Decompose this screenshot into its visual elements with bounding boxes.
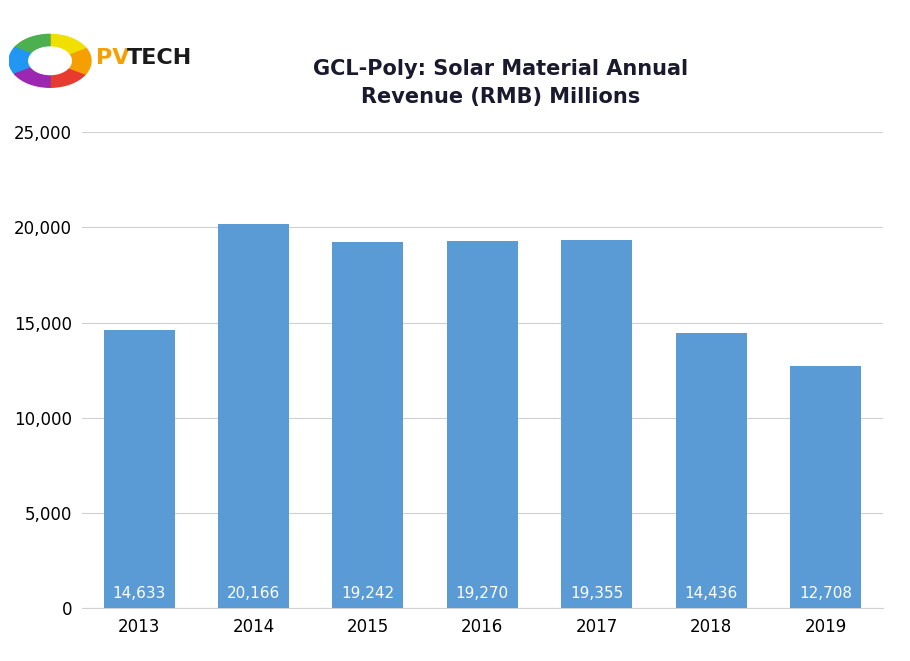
Wedge shape [50,34,86,54]
Wedge shape [15,34,50,54]
Wedge shape [9,48,32,74]
Text: 14,436: 14,436 [684,586,738,602]
Wedge shape [68,48,91,74]
Bar [675,333,746,608]
Text: 20,166: 20,166 [227,586,280,602]
Bar [447,241,518,608]
Text: 19,355: 19,355 [570,586,623,602]
Bar [332,242,403,608]
Text: 19,270: 19,270 [456,586,509,602]
Circle shape [29,47,71,75]
Bar [104,330,175,608]
Text: PV: PV [96,48,129,67]
Text: GCL-Poly: Solar Material Annual
Revenue (RMB) Millions: GCL-Poly: Solar Material Annual Revenue … [313,59,688,108]
Bar [561,240,632,608]
Bar [218,224,289,608]
Wedge shape [50,67,86,87]
Text: TECH: TECH [127,48,192,67]
Text: 14,633: 14,633 [113,586,166,602]
Text: 19,242: 19,242 [341,586,394,602]
Text: 12,708: 12,708 [799,586,852,602]
Wedge shape [15,67,50,87]
Bar [790,366,861,608]
